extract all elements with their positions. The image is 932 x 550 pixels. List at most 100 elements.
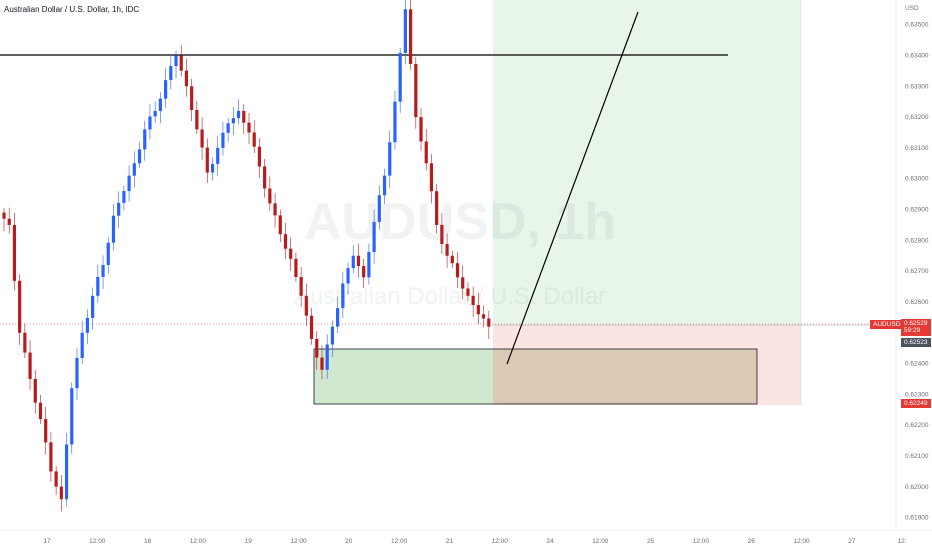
candle-bearish: [471, 295, 475, 306]
price-tick-label: 0.62600: [905, 299, 929, 306]
time-tick-label: 21: [446, 538, 454, 545]
candle-bearish: [362, 266, 366, 278]
demand-zone-left[interactable]: [314, 349, 493, 404]
candle-bearish: [54, 471, 58, 487]
candle-bearish: [414, 63, 418, 118]
candle-bearish: [440, 224, 444, 245]
demand-zone-border[interactable]: [313, 348, 758, 405]
candle-bearish: [33, 379, 37, 403]
candle-bullish: [393, 101, 397, 143]
candle-bullish: [85, 317, 90, 333]
price-axis[interactable]: USD 0.63500 0.63400 0.63300 0.63200 0.63100 0.…: [905, 5, 929, 522]
time-tick-label: 12:00: [290, 538, 307, 545]
candle-bullish: [153, 110, 157, 117]
candle-bullish: [158, 98, 162, 111]
candle-bearish: [12, 224, 17, 281]
price-tick-label: 0.62800: [905, 237, 929, 244]
time-tick-label: 18: [144, 538, 152, 545]
candle-bullish: [143, 129, 147, 150]
stop-price-tag: 0.62249: [901, 399, 931, 409]
candle-bearish: [38, 402, 43, 420]
demand-zone-right[interactable]: [493, 349, 757, 404]
candle-bearish: [419, 117, 423, 142]
candle-bearish: [205, 147, 209, 173]
target-zone[interactable]: [493, 0, 801, 325]
candle-bearish: [487, 318, 491, 327]
entry-price-tag: 0.62523: [901, 338, 931, 348]
candle-bearish: [320, 357, 324, 370]
candle-bearish: [2, 212, 6, 219]
candle-bearish: [466, 288, 470, 296]
candle-bullish: [80, 332, 84, 358]
candle-bearish: [23, 332, 27, 353]
candle-bearish: [476, 305, 480, 315]
price-tick-label: 0.62100: [905, 453, 929, 460]
time-tick-label: 24: [546, 538, 554, 545]
time-tick-label: 12:00: [793, 538, 810, 545]
candle-bullish: [388, 142, 392, 176]
candle-bearish: [247, 122, 251, 133]
candle-bearish: [195, 110, 199, 130]
candle-bullish: [101, 265, 105, 277]
candle-bearish: [252, 132, 256, 147]
price-tick-label: 0.62900: [905, 207, 929, 214]
time-tick-label: 25: [647, 538, 655, 545]
time-tick-label: 12:00: [592, 538, 609, 545]
time-tick-label: 12:: [898, 538, 907, 545]
candle-bearish: [445, 244, 449, 256]
projection-line[interactable]: [506, 11, 639, 365]
chart-title: Australian Dollar / U.S. Dollar, 1h, IDC: [4, 5, 140, 14]
candle-bullish: [346, 268, 350, 284]
candle-bullish: [91, 295, 95, 318]
candle-bullish: [96, 276, 100, 296]
time-tick-label: 27: [848, 538, 856, 545]
candle-bullish: [174, 55, 178, 67]
candle-bullish: [169, 66, 173, 81]
entry-price-value: 0.62523: [904, 339, 928, 346]
candle-bearish: [184, 70, 189, 87]
candle-bullish: [75, 357, 79, 389]
candle-bearish: [18, 280, 22, 333]
candle-bearish: [242, 110, 246, 123]
candle-bullish: [336, 308, 340, 327]
candle-bullish: [236, 110, 241, 119]
time-tick-label: 12:00: [492, 538, 509, 545]
candle-bearish: [309, 315, 314, 339]
candle-bullish: [216, 147, 220, 164]
time-tick-label: 26: [748, 538, 756, 545]
candle-bearish: [304, 295, 308, 316]
candle-bullish: [210, 163, 215, 173]
candle-bullish: [221, 132, 225, 148]
candle-bullish: [106, 242, 110, 265]
candle-bearish: [257, 146, 262, 167]
time-tick-label: 12:00: [391, 538, 408, 545]
candle-bullish: [382, 175, 387, 196]
candle-bearish: [7, 218, 11, 225]
candle-bearish: [59, 486, 63, 500]
candle-bullish: [70, 388, 74, 445]
symbol-tag: AUDUSD: [870, 320, 904, 329]
candle-bullish: [367, 251, 371, 278]
time-axis[interactable]: 17 12:00 18 12:00 19 12:00 20 12:00 21 12:00 24 12:…: [43, 538, 906, 545]
watermark-symbol: AUDUSD, 1h: [303, 193, 617, 251]
price-tick-label: 0.61900: [905, 515, 929, 522]
candle-bearish: [263, 166, 267, 189]
price-tick-label: 0.63200: [905, 114, 929, 121]
candle-bearish: [179, 55, 183, 71]
candle-bullish: [330, 326, 335, 345]
candle-bullish: [122, 191, 126, 203]
candle-bearish: [49, 442, 53, 472]
candle-bearish: [408, 9, 413, 64]
candle-bearish: [429, 163, 434, 192]
candle-bearish: [200, 129, 204, 148]
last-price-value: 0.62529: [904, 320, 928, 327]
candle-bearish: [481, 314, 486, 319]
candle-bullish: [398, 52, 402, 102]
price-tick-label: 0.63100: [905, 145, 929, 152]
candle-bearish: [44, 419, 48, 443]
candle-bearish: [356, 255, 361, 267]
candle-bullish: [137, 149, 142, 164]
stop-price-value: 0.62249: [904, 400, 928, 407]
